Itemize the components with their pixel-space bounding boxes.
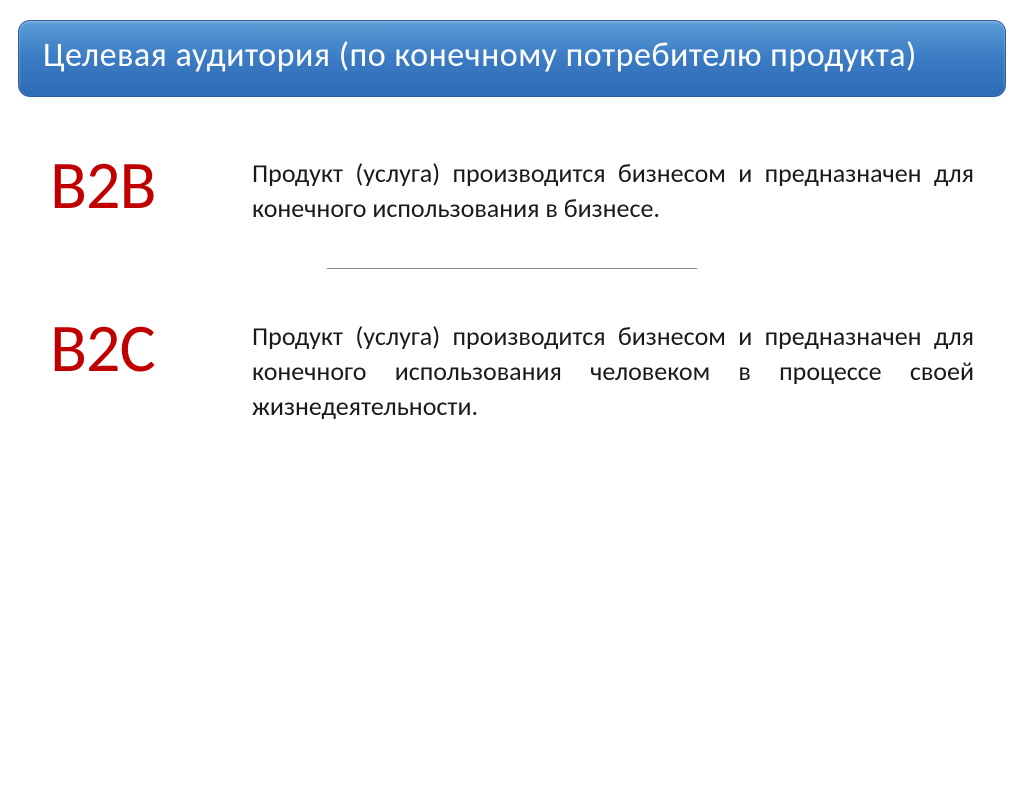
section-label-b2c: B2C [50, 315, 230, 383]
section-desc-b2c: Продукт (услуга) производится бизнесом и… [252, 315, 974, 424]
section-b2b: B2B Продукт (услуга) производится бизнес… [50, 152, 974, 226]
section-divider [327, 268, 697, 269]
content-area: B2B Продукт (услуга) производится бизнес… [50, 152, 974, 424]
section-label-b2b: B2B [50, 152, 230, 220]
page-title: Целевая аудитория (по конечному потребит… [43, 35, 981, 78]
section-b2c: B2C Продукт (услуга) производится бизнес… [50, 315, 974, 424]
title-bar: Целевая аудитория (по конечному потребит… [18, 20, 1006, 97]
divider-wrap [50, 268, 974, 269]
section-desc-b2b: Продукт (услуга) производится бизнесом и… [252, 152, 974, 226]
